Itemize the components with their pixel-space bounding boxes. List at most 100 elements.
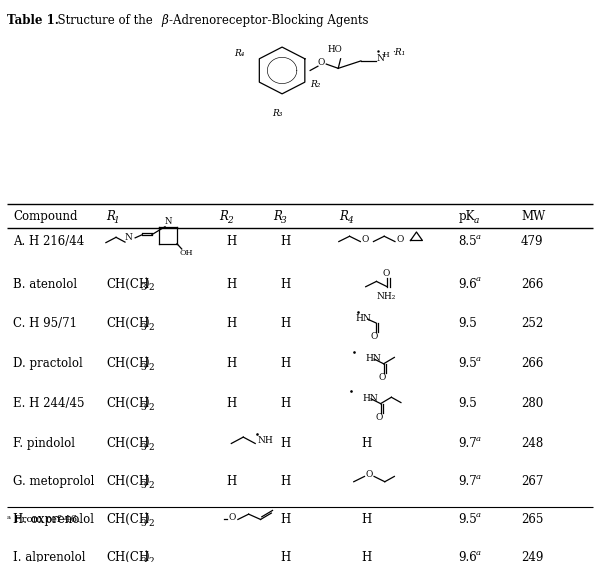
Text: H: H xyxy=(280,357,290,370)
Text: pK: pK xyxy=(458,210,475,223)
Text: a: a xyxy=(474,216,479,225)
Text: 265: 265 xyxy=(521,513,544,526)
Text: 267: 267 xyxy=(521,475,544,488)
Text: ᵃ From ref 46.: ᵃ From ref 46. xyxy=(7,515,81,524)
Text: N: N xyxy=(164,217,172,226)
Text: 3: 3 xyxy=(140,519,146,528)
Text: 3: 3 xyxy=(140,283,146,292)
Text: D. practolol: D. practolol xyxy=(13,357,83,370)
Text: 249: 249 xyxy=(521,551,544,562)
Text: HN: HN xyxy=(363,394,379,403)
Text: R: R xyxy=(220,210,228,223)
Text: H: H xyxy=(227,318,237,330)
Text: 9.7: 9.7 xyxy=(458,437,477,450)
Text: 248: 248 xyxy=(521,437,543,450)
Text: 2: 2 xyxy=(149,403,155,412)
Text: 2: 2 xyxy=(149,443,155,452)
Text: 2: 2 xyxy=(149,481,155,490)
Text: I. alprenolol: I. alprenolol xyxy=(13,551,86,562)
Text: 3: 3 xyxy=(140,363,146,372)
Text: H: H xyxy=(227,357,237,370)
Text: 2: 2 xyxy=(149,557,155,562)
Text: ): ) xyxy=(144,318,149,330)
Text: ): ) xyxy=(144,551,149,562)
Text: 252: 252 xyxy=(521,318,543,330)
Text: 3: 3 xyxy=(140,323,146,332)
Text: NH: NH xyxy=(257,436,273,445)
Text: H: H xyxy=(227,235,237,248)
Text: Compound: Compound xyxy=(13,210,78,223)
Text: H: H xyxy=(280,397,290,410)
Text: H. oxprenolol: H. oxprenolol xyxy=(13,513,94,526)
Text: CH(CH: CH(CH xyxy=(106,357,149,370)
Text: 3: 3 xyxy=(140,403,146,412)
Text: H: H xyxy=(280,513,290,526)
Text: O: O xyxy=(318,58,325,67)
Text: 9.6: 9.6 xyxy=(458,551,477,562)
Text: CH(CH: CH(CH xyxy=(106,278,149,291)
Text: 9.5: 9.5 xyxy=(458,513,477,526)
Text: a: a xyxy=(476,549,481,557)
Text: 280: 280 xyxy=(521,397,543,410)
Text: MW: MW xyxy=(521,210,545,223)
Text: HO: HO xyxy=(328,46,343,55)
Text: H: H xyxy=(227,278,237,291)
Text: 1: 1 xyxy=(113,216,119,225)
Text: CH(CH: CH(CH xyxy=(106,513,149,526)
Text: R₂: R₂ xyxy=(310,80,321,89)
Text: 3: 3 xyxy=(281,216,287,225)
Text: a: a xyxy=(476,511,481,519)
Text: ·R₁: ·R₁ xyxy=(392,48,405,57)
Text: H: H xyxy=(280,475,290,488)
Text: H: H xyxy=(362,551,372,562)
Text: 9.5: 9.5 xyxy=(458,357,477,370)
Text: 2: 2 xyxy=(149,323,155,332)
Text: β: β xyxy=(161,13,168,26)
Text: OH: OH xyxy=(180,250,193,257)
Text: O: O xyxy=(371,332,379,341)
Text: F. pindolol: F. pindolol xyxy=(13,437,76,450)
Text: H: H xyxy=(280,437,290,450)
Text: 4: 4 xyxy=(347,216,352,225)
Text: O: O xyxy=(376,413,383,422)
Text: H: H xyxy=(280,278,290,291)
Text: NH₂: NH₂ xyxy=(376,292,395,301)
Text: H: H xyxy=(227,397,237,410)
Text: a: a xyxy=(476,355,481,363)
Text: CH(CH: CH(CH xyxy=(106,475,149,488)
Text: H: H xyxy=(280,318,290,330)
Text: 266: 266 xyxy=(521,357,544,370)
Text: 479: 479 xyxy=(521,235,544,248)
Text: HN: HN xyxy=(356,314,371,323)
Text: Table 1.: Table 1. xyxy=(7,13,59,26)
Text: 9.5: 9.5 xyxy=(458,318,477,330)
Text: A. H 216/44: A. H 216/44 xyxy=(13,235,85,248)
Text: ): ) xyxy=(144,437,149,450)
Text: H: H xyxy=(362,513,372,526)
Text: C. H 95/71: C. H 95/71 xyxy=(13,318,77,330)
Text: 9.5: 9.5 xyxy=(458,397,477,410)
Text: N: N xyxy=(124,233,132,242)
Text: R: R xyxy=(106,210,115,223)
Text: 9.6: 9.6 xyxy=(458,278,477,291)
Text: ): ) xyxy=(144,475,149,488)
Text: O: O xyxy=(383,269,390,279)
Text: ): ) xyxy=(144,397,149,410)
Text: G. metoprolol: G. metoprolol xyxy=(13,475,95,488)
Text: O: O xyxy=(379,373,386,382)
Text: Structure of the: Structure of the xyxy=(50,13,157,26)
Text: 2: 2 xyxy=(149,283,155,292)
Text: 8.5: 8.5 xyxy=(458,235,477,248)
Text: 3: 3 xyxy=(140,443,146,452)
Text: O: O xyxy=(396,235,404,244)
Text: 3: 3 xyxy=(140,481,146,490)
Text: a: a xyxy=(476,434,481,443)
Text: HN: HN xyxy=(365,354,382,363)
Text: ): ) xyxy=(144,513,149,526)
Text: E. H 244/45: E. H 244/45 xyxy=(13,397,85,410)
Text: a: a xyxy=(476,275,481,283)
Text: 2: 2 xyxy=(149,363,155,372)
Text: CH(CH: CH(CH xyxy=(106,437,149,450)
Text: H: H xyxy=(227,475,237,488)
Text: 2: 2 xyxy=(149,519,155,528)
